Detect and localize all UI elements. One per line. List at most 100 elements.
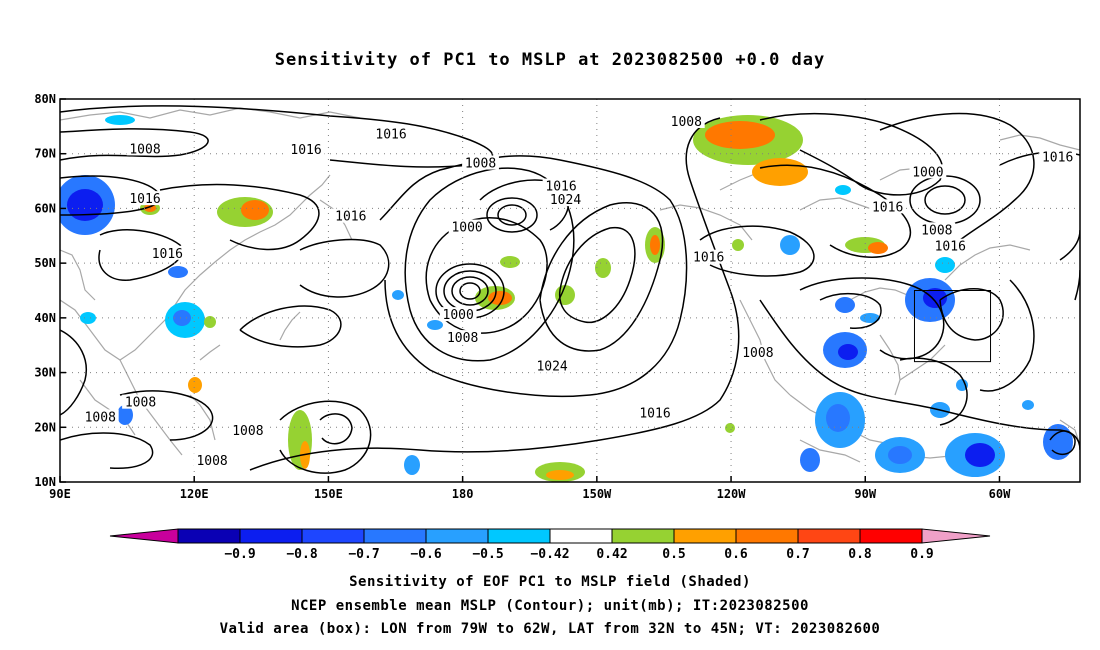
contour-label: 1016	[1042, 151, 1073, 166]
graticule	[60, 99, 1080, 482]
contour-label-bg	[909, 164, 947, 179]
contour-label: 1016	[290, 143, 321, 158]
contour-label-bg	[193, 453, 231, 468]
y-tick-label: 80N	[34, 92, 56, 106]
y-tick-label: 20N	[34, 420, 56, 434]
colorbar-label: −0.42	[530, 547, 569, 562]
contour-label: 1008	[465, 157, 496, 172]
y-tick-label: 30N	[34, 366, 56, 380]
contour-label-bg	[636, 405, 674, 420]
contour-label-bg	[931, 238, 969, 253]
contour-label-bg	[126, 141, 164, 156]
contour-label: 1008	[85, 410, 116, 425]
colorbar-label: 0.42	[596, 547, 627, 562]
caption-contour: NCEP ensemble mean MSLP (Contour); unit(…	[291, 598, 809, 614]
x-tick-label: 120W	[717, 487, 747, 501]
contour-label-bg	[448, 219, 486, 234]
colorbar-label: 0.7	[786, 547, 809, 562]
y-tick-label: 70N	[34, 147, 56, 161]
contour-label-bg	[229, 423, 267, 438]
contour-label: 1016	[545, 180, 576, 195]
colorbar-swatch	[363, 528, 427, 544]
contour-label-bg	[444, 330, 482, 345]
colorbar-label: −0.9	[224, 547, 255, 562]
x-tick-label: 120E	[180, 487, 209, 501]
contour-label: 1024	[536, 360, 567, 375]
contour-label: 1008	[125, 396, 156, 411]
colorbar: −0.9 −0.8 −0.7 −0.6 −0.5 −0.42 0.42 0.5 0.6 0.7 0.…	[109, 528, 991, 562]
colorbar-label: −0.8	[286, 547, 317, 562]
contour-labels: 1016 1016 1008 1016 1016 1016 1008 1000 1016 1024…	[81, 113, 1077, 469]
x-tick-label: 150W	[582, 487, 612, 501]
y-axis-ticks: 10N 20N 30N 40N 50N 60N 70N 80N	[34, 92, 66, 489]
contour-label: 1016	[129, 192, 160, 207]
contour-label-bg	[122, 394, 159, 409]
contour-label: 1016	[639, 407, 670, 422]
contour-label-bg	[462, 155, 499, 170]
contour-label: 1008	[447, 331, 478, 346]
colorbar-swatch	[177, 528, 241, 544]
x-axis-ticks: 90E 120E 150E 180 150W 120W 90W 60W	[49, 476, 1011, 501]
map-plot-area: 1016 1016 1008 1016 1016 1016 1008 1000 1016 1024…	[60, 99, 1080, 482]
contour-label-bg	[1039, 149, 1077, 164]
contour-label: 1016	[872, 200, 903, 215]
contour-label-bg	[542, 178, 580, 193]
colorbar-swatch	[301, 528, 365, 544]
caption-valid-area: Valid area (box): LON from 79W to 62W, L…	[219, 621, 881, 637]
contour-label: 1000	[451, 221, 482, 236]
colorbar-under-triangle	[109, 528, 179, 544]
colorbar-label: 0.9	[910, 547, 933, 562]
colorbar-swatch	[797, 528, 861, 544]
contour-label: 1016	[335, 210, 366, 225]
contour-label: 1008	[232, 424, 263, 439]
contour-label: 1016	[152, 247, 183, 262]
colorbar-swatch	[549, 528, 613, 544]
x-tick-label: 180	[452, 487, 474, 501]
contour-label: 1008	[196, 454, 227, 469]
contour-label: 1008	[921, 223, 952, 238]
colorbar-label: −0.7	[348, 547, 379, 562]
contour-label-bg	[148, 245, 186, 260]
caption-shading: Sensitivity of EOF PC1 to MSLP field (Sh…	[349, 574, 751, 590]
map-title: Sensitivity of PC1 to MSLP at 2023082500…	[274, 50, 826, 70]
contour-label: 1000	[443, 308, 474, 323]
contour-label: 1016	[693, 251, 724, 266]
contour-label-bg	[372, 126, 410, 141]
y-tick-label: 60N	[34, 201, 56, 215]
x-tick-label: 150E	[314, 487, 343, 501]
colorbar-swatch	[735, 528, 799, 544]
contour-label-bg	[869, 199, 907, 214]
colorbar-swatch	[673, 528, 737, 544]
colorbar-swatch	[487, 528, 551, 544]
y-tick-label: 40N	[34, 311, 56, 325]
contour-label: 1000	[912, 165, 943, 180]
contour-label-bg	[81, 409, 119, 424]
colorbar-label: 0.8	[848, 547, 872, 562]
colorbar-label: −0.6	[410, 547, 441, 562]
contour-label: 1016	[375, 128, 406, 143]
contour-label-bg	[332, 208, 370, 223]
valid-area-box	[913, 290, 992, 363]
map-frame	[59, 98, 1081, 483]
y-tick-label: 50N	[34, 256, 56, 270]
sensitivity-shading	[60, 115, 1073, 482]
colorbar-swatch	[611, 528, 675, 544]
colorbar-swatch	[425, 528, 489, 544]
contour-label: 1008	[742, 346, 773, 361]
y-tick-label: 10N	[34, 475, 56, 489]
colorbar-label: 0.5	[662, 547, 685, 562]
contour-label: 1008	[129, 142, 160, 157]
contour-label: 1016	[935, 240, 966, 255]
contour-label-bg	[918, 222, 956, 237]
x-tick-label: 90W	[854, 487, 876, 501]
x-tick-label: 60W	[989, 487, 1011, 501]
contour-label-bg	[287, 141, 325, 156]
contour-label-bg	[126, 191, 164, 206]
colorbar-swatch	[239, 528, 303, 544]
colorbar-swatch	[859, 528, 923, 544]
contour-label-bg	[739, 344, 777, 359]
contour-label-bg	[667, 113, 705, 128]
x-tick-label: 90E	[49, 487, 71, 501]
contour-label: 1008	[671, 115, 702, 130]
